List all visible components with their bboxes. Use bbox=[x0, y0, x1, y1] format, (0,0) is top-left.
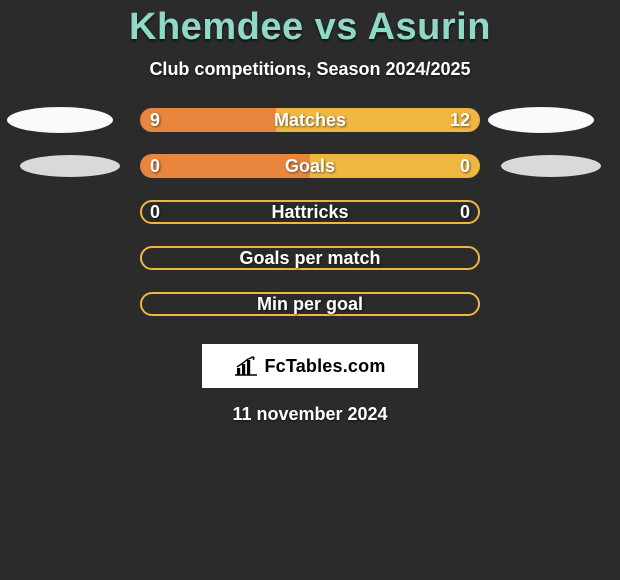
subtitle: Club competitions, Season 2024/2025 bbox=[0, 59, 620, 80]
player2-name: Asurin bbox=[368, 6, 491, 48]
value-left: 9 bbox=[150, 108, 160, 132]
left-avatar-ellipse bbox=[7, 107, 113, 133]
page-title: Khemdee vs Asurin bbox=[0, 0, 620, 49]
right-avatar-ellipse bbox=[488, 107, 594, 133]
logo-text: FcTables.com bbox=[264, 356, 385, 377]
bar-track bbox=[140, 292, 480, 316]
stat-row: Min per goal bbox=[0, 292, 620, 338]
date-text: 11 november 2024 bbox=[0, 404, 620, 425]
player1-name: Khemdee bbox=[129, 6, 304, 48]
left-avatar-ellipse bbox=[20, 155, 120, 177]
comparison-card: Khemdee vs Asurin Club competitions, Sea… bbox=[0, 0, 620, 580]
value-left: 0 bbox=[150, 154, 160, 178]
value-left: 0 bbox=[150, 200, 160, 224]
stats-stage: Matches912Goals00Hattricks00Goals per ma… bbox=[0, 108, 620, 338]
bar-fill-left bbox=[140, 154, 310, 178]
bar-track bbox=[140, 108, 480, 132]
value-right: 0 bbox=[460, 154, 470, 178]
stat-row: Goals per match bbox=[0, 246, 620, 292]
bar-track bbox=[140, 154, 480, 178]
bar-track bbox=[140, 246, 480, 270]
bar-track bbox=[140, 200, 480, 224]
bar-fill-left bbox=[140, 108, 276, 132]
bar-chart-icon bbox=[234, 356, 258, 376]
bar-fill-right bbox=[310, 154, 480, 178]
stat-row: Hattricks00 bbox=[0, 200, 620, 246]
source-logo: FcTables.com bbox=[202, 344, 418, 388]
value-right: 0 bbox=[460, 200, 470, 224]
value-right: 12 bbox=[450, 108, 470, 132]
right-avatar-ellipse bbox=[501, 155, 601, 177]
vs-text: vs bbox=[315, 6, 358, 48]
